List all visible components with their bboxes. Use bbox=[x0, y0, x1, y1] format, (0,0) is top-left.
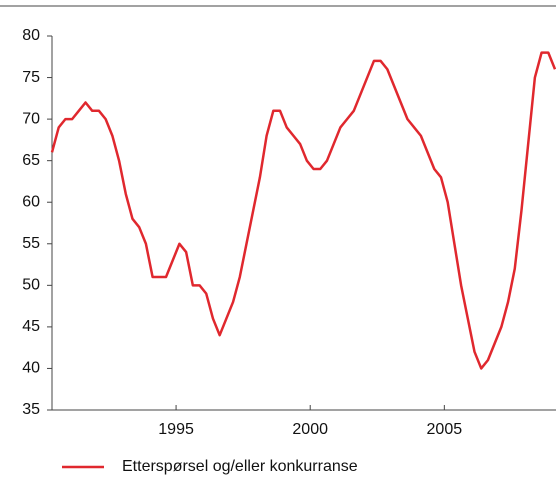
y-tick-label: 70 bbox=[22, 110, 40, 127]
x-tick-label: 1995 bbox=[158, 421, 194, 438]
y-tick-label: 60 bbox=[22, 193, 40, 210]
line bbox=[50, 51, 556, 370]
y-tick-label: 55 bbox=[22, 235, 40, 252]
y-tick-label: 40 bbox=[22, 360, 40, 377]
y-tick-label: 65 bbox=[22, 152, 40, 169]
legend-label: Etterspørsel og/eller konkurranse bbox=[122, 458, 358, 475]
y-tick-label: 45 bbox=[22, 318, 40, 335]
x-tick-label: 2000 bbox=[292, 421, 328, 438]
y-tick-label: 50 bbox=[22, 277, 40, 294]
y-tick-label: 75 bbox=[22, 69, 40, 86]
y-tick-label: 35 bbox=[22, 401, 40, 418]
x-tick-label: 2005 bbox=[427, 421, 463, 438]
y-tick-label: 80 bbox=[22, 27, 40, 44]
